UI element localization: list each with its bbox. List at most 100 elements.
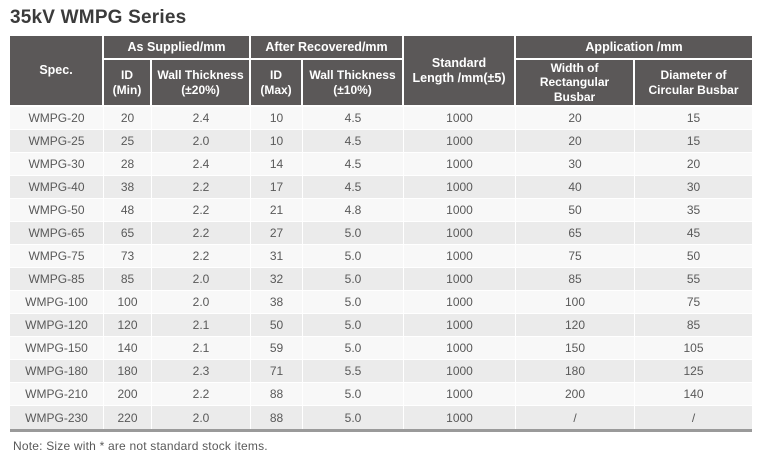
table-cell: 40 — [516, 176, 636, 200]
table-cell: 20 — [516, 130, 636, 154]
table-cell: 1000 — [404, 199, 517, 223]
header-group-row: Spec. As Supplied/mm After Recovered/mm … — [10, 36, 753, 108]
table-row: WMPG-230 220 2.0 88 5.0 1000// — [10, 406, 753, 430]
table-cell: 15 — [635, 130, 753, 154]
page-title: 35kV WMPG Series — [10, 7, 187, 28]
table-cell: WMPG-30 — [10, 153, 104, 177]
table-cell: 1000 — [404, 153, 517, 177]
header-id-min: ID (Min) — [104, 60, 152, 108]
table-cell: 180 — [516, 360, 636, 384]
table-cell: WMPG-210 — [10, 383, 104, 407]
table-row: WMPG-100 100 2.0 38 5.0 1000 100 75 — [10, 291, 753, 315]
table-cell: 100 — [516, 291, 636, 315]
table-cell: 1000 — [404, 222, 517, 246]
table-cell: 2.1 — [152, 337, 251, 361]
header-wall-thickness-10: Wall Thickness (±10%) — [303, 60, 405, 108]
table-cell: 150 — [516, 337, 636, 361]
table-cell: WMPG-25 — [10, 130, 104, 154]
table-cell: 28 — [104, 153, 152, 177]
table-cell: 2.0 — [152, 406, 251, 430]
table-cell: 20 — [516, 107, 636, 131]
table-cell: 4.5 — [303, 107, 405, 131]
table-cell: 120 — [104, 314, 152, 338]
table-cell: 125 — [635, 360, 753, 384]
table-cell: 5.0 — [303, 245, 405, 269]
table-cell: 38 — [251, 291, 303, 315]
table-cell: 5.0 — [303, 314, 405, 338]
table-cell: 73 — [104, 245, 152, 269]
table-cell: 15 — [635, 107, 753, 131]
table-cell: 75 — [516, 245, 636, 269]
table-cell: 21 — [251, 199, 303, 223]
table-cell: 30 — [516, 153, 636, 177]
table-cell: 4.5 — [303, 130, 405, 154]
table-cell: 100 — [104, 291, 152, 315]
table-row: WMPG-25 25 2.0 10 4.5 1000 20 15 — [10, 130, 753, 154]
table-row: WMPG-30 28 2.4 14 4.5 1000 30 20 — [10, 153, 753, 177]
table-cell: 4.5 — [303, 153, 405, 177]
header-diameter-circ-busbar: Diameter of Circular Busbar — [635, 60, 753, 108]
header-width-rect-busbar: Width of Rectangular Busbar — [516, 60, 636, 108]
table-cell: 10 — [251, 130, 303, 154]
table-cell: 5.0 — [303, 291, 405, 315]
table-cell: 1000 — [404, 314, 517, 338]
table-cell: 1000 — [404, 406, 517, 430]
table-cell: 1000 — [404, 291, 517, 315]
table-cell: 140 — [635, 383, 753, 407]
table-row: WMPG-150 140 2.1 59 5.0 1000 150 105 — [10, 337, 753, 361]
table-cell: WMPG-75 — [10, 245, 104, 269]
table-cell: 65 — [516, 222, 636, 246]
table-cell: 85 — [635, 314, 753, 338]
table-row: WMPG-120 120 2.1 50 5.0 1000 120 85 — [10, 314, 753, 338]
header-wall-thickness-20: Wall Thickness (±20%) — [152, 60, 251, 108]
table-cell: 105 — [635, 337, 753, 361]
table-row: WMPG-210 200 2.2 88 5.0 1000 200 140 — [10, 383, 753, 407]
table-cell: 32 — [251, 268, 303, 292]
table-cell: 38 — [104, 176, 152, 200]
table-cell: 4.8 — [303, 199, 405, 223]
table-cell: 120 — [516, 314, 636, 338]
table-cell: 2.3 — [152, 360, 251, 384]
table-cell: 2.4 — [152, 107, 251, 131]
table-cell: 20 — [104, 107, 152, 131]
table-cell: 2.0 — [152, 130, 251, 154]
table-cell: WMPG-150 — [10, 337, 104, 361]
table-cell: 85 — [104, 268, 152, 292]
header-after-recovered: After Recovered/mm — [251, 36, 405, 60]
table-cell: WMPG-100 — [10, 291, 104, 315]
table-cell: 1000 — [404, 268, 517, 292]
table-cell: 4.5 — [303, 176, 405, 200]
table-body: WMPG-20 20 2.4 10 4.5 1000 20 15 WMPG-25 25 2.0 10 4… — [10, 107, 753, 430]
table-cell: 2.2 — [152, 383, 251, 407]
table-cell: 50 — [635, 245, 753, 269]
spec-table: Spec. As Supplied/mm After Recovered/mm … — [10, 36, 753, 430]
table-cell: 27 — [251, 222, 303, 246]
table-cell: 1000 — [404, 337, 517, 361]
table-cell: WMPG-85 — [10, 268, 104, 292]
table-cell: WMPG-65 — [10, 222, 104, 246]
table-cell: 2.2 — [152, 222, 251, 246]
table-cell: 1000 — [404, 383, 517, 407]
table-cell: 85 — [516, 268, 636, 292]
table-cell: 48 — [104, 199, 152, 223]
footnote: Note: Size with * are not standard stock… — [13, 439, 268, 453]
table-cell: WMPG-180 — [10, 360, 104, 384]
table-cell: 5.0 — [303, 406, 405, 430]
table-cell: 1000 — [404, 176, 517, 200]
table-cell: 220 — [104, 406, 152, 430]
table-cell: / — [516, 406, 636, 430]
table-cell: / — [635, 406, 753, 430]
table-cell: 35 — [635, 199, 753, 223]
table-row: WMPG-40 38 2.2 17 4.5 1000 40 30 — [10, 176, 753, 200]
header-as-supplied: As Supplied/mm — [104, 36, 251, 60]
table-cell: WMPG-120 — [10, 314, 104, 338]
table-cell: 1000 — [404, 360, 517, 384]
table-cell: 200 — [516, 383, 636, 407]
table-cell: 75 — [635, 291, 753, 315]
table-cell: 65 — [104, 222, 152, 246]
table-cell: 2.0 — [152, 291, 251, 315]
table-cell: 1000 — [404, 130, 517, 154]
table-cell: 2.2 — [152, 176, 251, 200]
table-cell: 10 — [251, 107, 303, 131]
